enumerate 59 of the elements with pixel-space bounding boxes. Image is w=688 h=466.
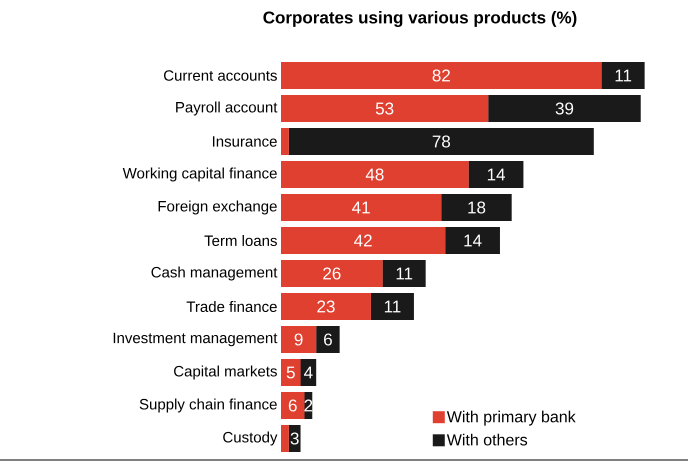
bar: [488, 95, 641, 122]
y-tick-label: Payroll account: [176, 102, 278, 116]
bar: [468, 161, 524, 188]
bar: [370, 293, 414, 320]
data-label: 18: [468, 201, 486, 214]
bar: [281, 161, 469, 188]
data-label: 3: [290, 432, 299, 445]
data-label: 42: [354, 234, 372, 246]
y-tick-label: Capital markets: [174, 366, 277, 380]
data-label: 11: [616, 70, 632, 82]
data-label: 23: [317, 300, 335, 313]
bar: [445, 227, 500, 254]
bar: [281, 128, 289, 156]
data-label: 2: [304, 400, 312, 412]
bar: [281, 392, 304, 420]
bar: [288, 128, 594, 156]
bar: [281, 62, 602, 90]
data-label: 11: [396, 268, 412, 280]
bar: [281, 425, 289, 452]
bar: [281, 95, 488, 122]
y-tick-label: Insurance: [212, 136, 277, 147]
data-label: 39: [556, 102, 574, 115]
data-label: 53: [376, 102, 394, 115]
data-label: 41: [352, 202, 370, 214]
data-label: 11: [384, 300, 400, 312]
data-label: 6: [324, 333, 332, 346]
data-label: 4: [304, 366, 313, 378]
bar: [281, 293, 371, 320]
bar: [441, 194, 512, 222]
data-label: 78: [432, 135, 450, 148]
bar: [316, 326, 340, 354]
bar: [281, 194, 442, 222]
bar: [281, 260, 383, 288]
y-tick-label: Custody: [223, 432, 278, 446]
bar: [281, 326, 316, 354]
data-label: 9: [294, 333, 303, 346]
data-label: 48: [366, 168, 384, 181]
legend-label: With others: [446, 434, 528, 446]
data-label: 26: [323, 267, 341, 280]
y-tick-label: Foreign exchange: [158, 200, 277, 214]
y-tick-label: Cash management: [151, 266, 278, 280]
chart-title: Corporates using various products (%): [263, 11, 576, 27]
bar: [602, 62, 645, 90]
bar: [300, 359, 316, 386]
data-label: 5: [286, 366, 295, 378]
data-label: 6: [288, 399, 297, 412]
y-tick-label: Trade finance: [186, 300, 277, 312]
data-label: 14: [488, 168, 506, 180]
data-label: 14: [464, 234, 482, 246]
bar: [281, 227, 446, 254]
bar: [281, 359, 301, 386]
data-label: 82: [432, 69, 450, 82]
bar: [382, 260, 426, 288]
legend-label: With primary bank: [446, 410, 576, 426]
y-tick-label: Term loans: [204, 234, 277, 246]
y-tick-label: Supply chain finance: [140, 398, 277, 412]
y-tick-label: Current accounts: [164, 70, 277, 81]
y-tick-label: Working capital finance: [122, 168, 277, 182]
y-tick-label: Investment management: [114, 332, 278, 346]
